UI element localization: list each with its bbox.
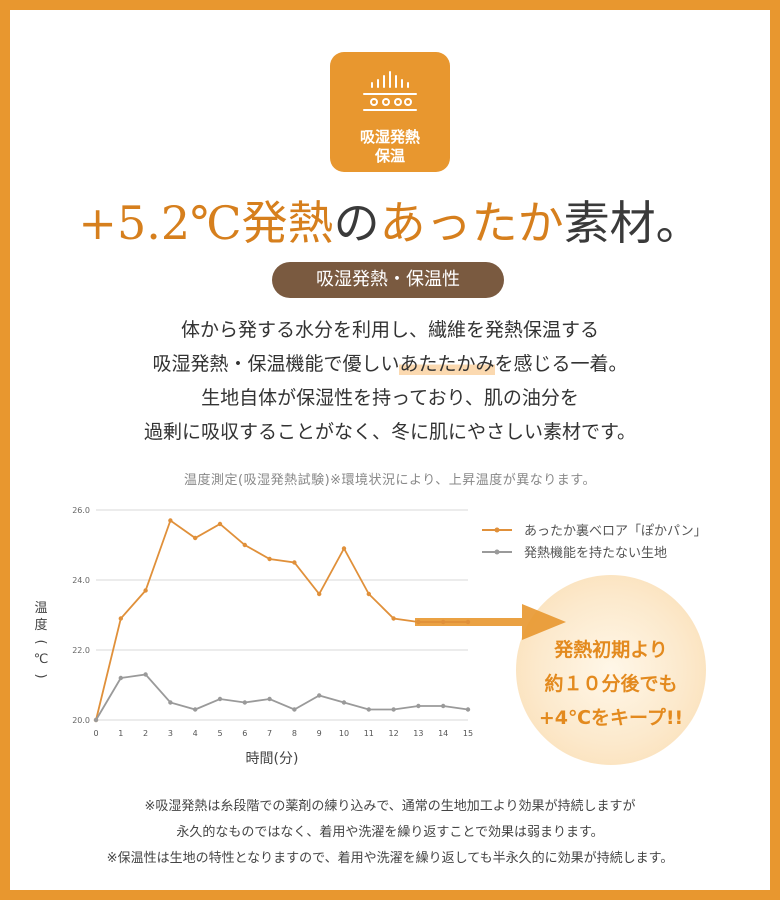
x-tick-label: 7 [267, 729, 272, 738]
data-point [391, 707, 396, 712]
headline-particle: の [333, 196, 380, 250]
x-axis-label: 時間(分) [246, 751, 299, 767]
callout-line-1: 発熱初期より [554, 639, 668, 661]
feature-pill: 吸湿発熱・保温性 [272, 262, 504, 298]
y-tick-label: 24.0 [72, 576, 90, 585]
data-point [242, 700, 247, 705]
temperature-chart: 20.022.024.026.00 1 2 3 4 5 6 7 8 9 10 11 12 13 14 15時間… [33, 506, 707, 767]
footnote-3: ※保温性は生地の特性となりますので、着用や洗濯を繰り返しても半永久的に効果が持続… [106, 851, 674, 866]
y-axis-label-char: ) [33, 673, 48, 678]
data-point [118, 616, 124, 621]
data-point [317, 591, 322, 597]
legend-swatch-marker [494, 527, 500, 533]
y-tick-label: 26.0 [72, 506, 90, 515]
headline-heat: +5.2℃発熱 [78, 196, 334, 250]
data-point [143, 588, 148, 593]
y-axis-label-char: ( [33, 639, 48, 644]
x-tick-label: 14 [438, 729, 448, 738]
feature-badge: 吸湿発熱 保温 [330, 52, 450, 172]
data-point [118, 675, 124, 681]
data-point [193, 707, 198, 712]
data-point [416, 619, 421, 625]
data-point [416, 703, 421, 709]
x-tick-label: 4 [193, 729, 198, 738]
description-line-1: 体から発する水分を利用し、繊維を発熱保温する [180, 319, 599, 341]
x-tick-label: 0 [93, 729, 98, 738]
callout-line-3: +4℃をキープ!! [538, 707, 684, 729]
badge-label-2: 保温 [374, 147, 405, 165]
footnotes: ※吸湿発熱は糸段階での薬剤の練り込みで、通常の生地加工より効果が持続しますが 永… [0, 794, 780, 872]
footnote-2: 永久的なものではなく、着用や洗濯を繰り返すことで効果は弱まります。 [176, 825, 604, 840]
data-point [217, 521, 223, 527]
x-tick-label: 10 [339, 729, 349, 738]
series-line-1 [95, 519, 468, 721]
x-tick-label: 12 [389, 729, 399, 738]
data-point [292, 560, 297, 565]
data-point [168, 518, 173, 523]
x-tick-label: 1 [118, 729, 123, 738]
data-point [317, 693, 322, 698]
x-tick-label: 13 [413, 729, 423, 738]
badge-label-1: 吸湿発熱 [359, 128, 420, 146]
description-line-2c: を感じる一着。 [494, 353, 628, 375]
description-line-3: 生地自体が保湿性を持っており、肌の油分を [201, 387, 579, 409]
data-point [465, 619, 471, 625]
headline-warm: あったか [379, 196, 564, 250]
y-axis-label-char: 温 [34, 601, 47, 616]
data-point [441, 619, 446, 625]
x-tick-label: 11 [364, 729, 374, 738]
data-point [93, 717, 99, 723]
x-tick-label: 2 [143, 729, 148, 738]
data-point [341, 700, 347, 705]
headline: +5.2℃発熱のあったか素材。 [0, 188, 780, 258]
x-tick-label: 15 [463, 729, 473, 738]
y-tick-label: 20.0 [72, 716, 90, 725]
chart-caption: 温度測定(吸湿発熱試験)※環境状況により、上昇温度が異なります。 [184, 473, 596, 488]
x-tick-label: 5 [217, 729, 222, 738]
data-point [267, 556, 272, 562]
x-tick-label: 9 [317, 729, 322, 738]
data-point [168, 700, 173, 705]
data-point [391, 616, 396, 621]
callout-line-2: 約１０分後でも [544, 673, 678, 695]
series-line-2 [95, 673, 469, 721]
y-tick-label: 22.0 [72, 646, 90, 655]
legend-swatch-marker [494, 549, 500, 555]
legend-label: あったか裏ベロア「ぽかパン」 [524, 524, 707, 539]
x-tick-label: 8 [292, 729, 297, 738]
headline-material: 素材。 [563, 196, 702, 250]
data-point [242, 542, 247, 548]
data-point [465, 707, 471, 712]
data-point [267, 696, 272, 702]
data-point [193, 535, 198, 541]
heat-waves-icon [363, 71, 417, 111]
callout-circle [516, 575, 706, 765]
arrow-shape [415, 604, 566, 640]
x-tick-label: 6 [242, 729, 247, 738]
data-point [143, 672, 148, 677]
y-axis-label-char: ℃ [34, 652, 49, 667]
description-line-4: 過剰に吸収することがなく、冬に肌にやさしい素材です。 [143, 421, 637, 443]
data-point [341, 546, 347, 551]
data-point [217, 696, 223, 702]
data-point [441, 703, 446, 709]
data-point [366, 707, 371, 712]
description: 体から発する水分を利用し、繊維を発熱保温する 吸湿発熱・保温機能で優しいあたたか… [0, 313, 780, 449]
x-tick-label: 3 [168, 729, 173, 738]
data-point [292, 707, 297, 712]
description-line-2: 吸湿発熱・保温機能で優しいあたたかみを感じる一着。 [0, 347, 780, 381]
description-line-2a: 吸湿発熱・保温機能で優しい [152, 353, 400, 375]
callout-text: 発熱初期より 約１０分後でも +4℃をキープ!! [516, 633, 706, 735]
data-point [366, 591, 371, 597]
legend-label: 発熱機能を持たない生地 [524, 546, 667, 561]
description-highlight: あたたかみ [399, 353, 495, 375]
footnote-1: ※吸湿発熱は糸段階での薬剤の練り込みで、通常の生地加工より効果が持続しますが [144, 799, 636, 814]
y-axis-label-char: 度 [34, 617, 47, 633]
